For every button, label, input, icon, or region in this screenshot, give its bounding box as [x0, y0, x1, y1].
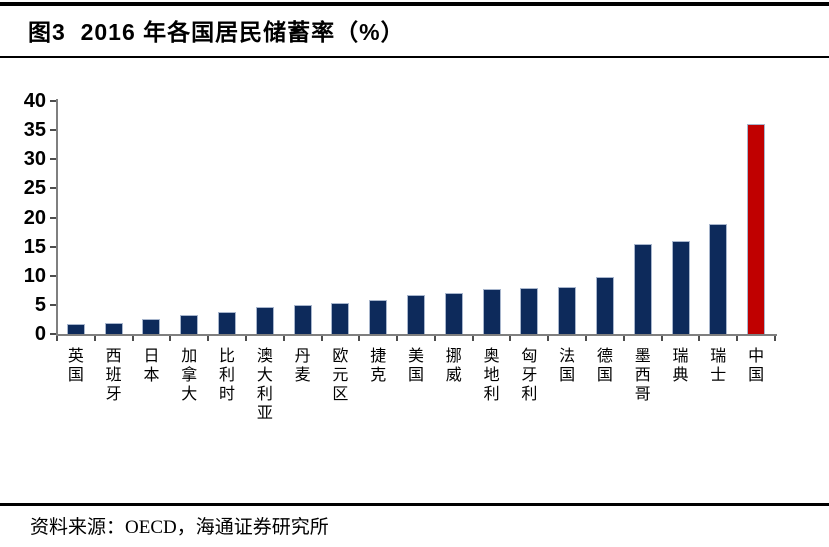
x-axis-tick	[93, 336, 96, 341]
y-axis-tick-label: 15	[23, 235, 46, 258]
bar-丹麦	[293, 305, 312, 334]
x-axis-tick	[736, 336, 739, 341]
bar-匈牙利	[520, 287, 539, 334]
x-axis-category-label: 挪威	[445, 348, 462, 384]
x-axis-category-label: 瑞士	[710, 348, 727, 384]
y-axis-tick	[50, 303, 56, 306]
bar-奥地利	[482, 289, 501, 334]
x-axis-tick	[207, 336, 210, 341]
y-axis-tick-label: 10	[23, 264, 46, 287]
bar-美国	[407, 294, 425, 334]
x-axis-tick	[547, 336, 550, 341]
x-axis-tick	[358, 336, 361, 341]
bar-挪威	[444, 292, 463, 334]
y-axis-line	[56, 99, 58, 336]
x-axis-category-label: 澳大利亚	[256, 348, 273, 422]
source-note: 资料来源：OECD，海通证券研究所	[30, 517, 329, 538]
y-axis-tick	[50, 274, 56, 277]
y-axis-tick	[50, 216, 56, 219]
y-axis-tick	[50, 245, 56, 248]
y-axis-tick	[50, 158, 56, 161]
bar-比利时	[218, 312, 237, 334]
y-axis-tick-label: 30	[23, 148, 46, 171]
x-axis-line	[56, 334, 777, 336]
x-axis-tick	[622, 336, 625, 341]
x-axis-tick	[56, 336, 58, 341]
x-axis-category-label: 匈牙利	[521, 348, 538, 403]
x-axis-tick	[320, 336, 323, 341]
x-axis-category-label: 加拿大	[181, 348, 198, 403]
x-axis-category-label: 法国	[559, 348, 576, 384]
title-separator-rule	[0, 56, 829, 58]
x-axis-tick	[471, 336, 474, 341]
x-axis-tick	[131, 336, 134, 341]
bar-欧元区	[331, 302, 350, 334]
y-axis-tick-label: 25	[23, 177, 46, 200]
bar-加拿大	[180, 314, 199, 334]
bar-瑞士	[709, 224, 728, 334]
y-axis-tick-label: 5	[34, 293, 46, 316]
y-axis-tick-label: 40	[23, 90, 46, 112]
y-axis-tick	[50, 129, 56, 132]
x-axis-tick	[396, 336, 399, 341]
x-axis-tick	[509, 336, 512, 341]
y-axis-tick	[50, 100, 56, 102]
y-axis-tick-label: 0	[34, 323, 46, 345]
y-axis-tick-label: 35	[23, 119, 46, 142]
bar-澳大利亚	[255, 307, 274, 334]
x-axis-category-label: 美国	[407, 348, 424, 384]
x-axis-category-label: 西班牙	[105, 348, 122, 403]
top-rule	[0, 2, 829, 6]
x-axis-category-label: 比利时	[219, 348, 236, 403]
y-axis-tick	[50, 187, 56, 190]
x-axis-category-label: 墨西哥	[634, 348, 651, 403]
x-axis-tick	[585, 336, 588, 341]
bar-highlight-china	[747, 123, 766, 334]
x-axis-category-label: 丹麦	[294, 348, 311, 384]
y-axis-tick-label: 20	[23, 206, 46, 229]
x-axis-tick	[774, 336, 776, 341]
x-axis-category-label: 捷克	[370, 348, 387, 384]
bar-西班牙	[104, 322, 123, 334]
x-axis-tick	[433, 336, 436, 341]
bar-英国	[66, 323, 85, 334]
x-axis-tick	[169, 336, 172, 341]
x-axis-category-label: 瑞典	[672, 348, 689, 384]
figure-title: 图3 2016 年各国居民储蓄率（%）	[28, 19, 405, 45]
footer-separator-rule	[0, 503, 829, 506]
bar-捷克	[369, 299, 388, 334]
x-axis-category-label: 中国	[748, 348, 765, 384]
bar-日本	[142, 318, 161, 334]
bar-德国	[595, 277, 614, 334]
x-axis-tick	[698, 336, 701, 341]
x-axis-category-label: 奥地利	[483, 348, 500, 403]
x-axis-category-label: 欧元区	[332, 348, 349, 403]
bar-瑞典	[671, 240, 690, 334]
x-axis-tick	[282, 336, 285, 341]
x-axis-category-label: 英国	[67, 348, 84, 384]
x-axis-tick	[660, 336, 663, 341]
y-axis-tick	[50, 333, 56, 335]
bar-墨西哥	[633, 244, 652, 334]
x-axis-tick	[244, 336, 247, 341]
x-axis-category-label: 日本	[143, 348, 160, 384]
bar-法国	[558, 286, 577, 334]
x-axis-category-label: 德国	[596, 348, 613, 384]
